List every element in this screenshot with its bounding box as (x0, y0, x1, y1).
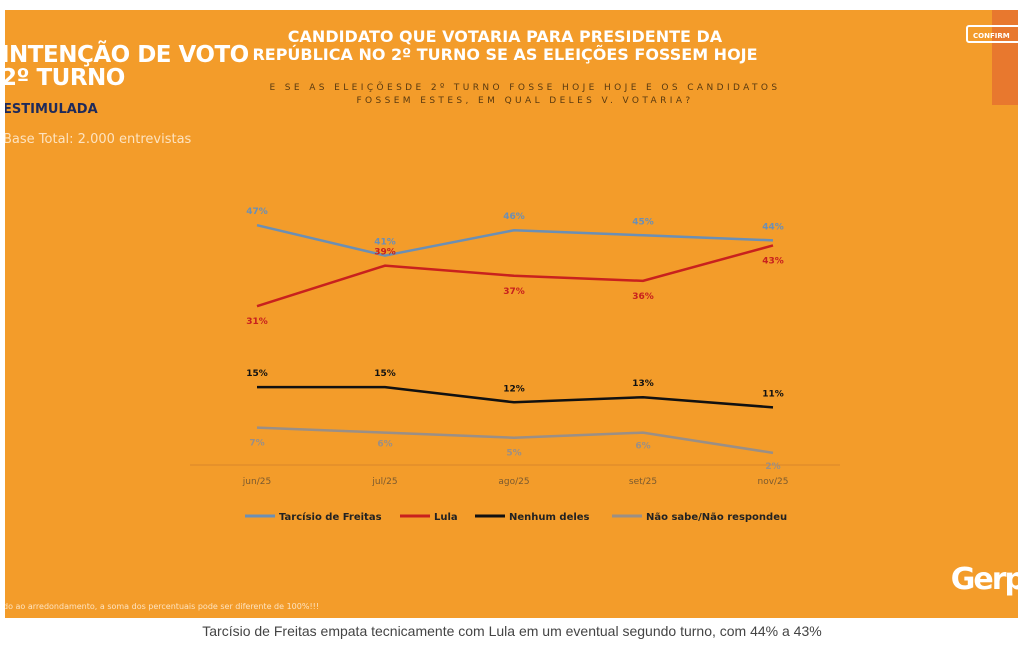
data-label: 5% (506, 449, 521, 459)
data-label: 11% (762, 389, 784, 399)
data-label: 13% (632, 379, 654, 389)
data-label: 36% (632, 292, 654, 302)
data-label: 39% (374, 248, 396, 258)
series-line-1 (256, 244, 774, 308)
data-label: 31% (246, 317, 268, 327)
x-tick-label: jul/25 (371, 477, 397, 487)
data-label: 12% (503, 384, 525, 394)
series-line-2 (257, 385, 774, 409)
legend-label: Não sabe/Não respondeu (646, 512, 787, 523)
slide: INTENÇÃO DE VOTO 2º TURNO ESTIMULADA Base… (5, 10, 1018, 618)
series-line-0 (256, 223, 774, 257)
data-label: 41% (374, 238, 396, 248)
data-label: 46% (503, 212, 525, 222)
legend-label: Tarcísio de Freitas (279, 511, 382, 523)
question-line2: FOSSEM ESTES, EM QUAL DELES V. VOTARIA? (356, 96, 694, 106)
x-tick-label: nov/25 (757, 477, 788, 487)
main-title: INTENÇÃO DE VOTO 2º TURNO (5, 44, 249, 90)
data-label: 47% (246, 207, 268, 217)
data-label: 44% (762, 222, 784, 232)
x-tick-label: jun/25 (242, 477, 271, 487)
main-title-line2: 2º TURNO (5, 65, 125, 91)
data-label: 6% (635, 442, 650, 452)
gerp-logo: Gerp (950, 562, 1018, 597)
footnote: do ao arredondamento, a soma dos percent… (5, 602, 320, 611)
data-label: 37% (503, 287, 525, 297)
data-label: 45% (632, 217, 654, 227)
x-tick-label: ago/25 (498, 477, 529, 487)
data-label: 2% (765, 462, 780, 472)
legend-label: Lula (434, 512, 458, 523)
hand-pressing-confirm-icon: CONFIRM (966, 25, 1022, 43)
survey-type: ESTIMULADA (5, 102, 98, 117)
data-label: 15% (374, 369, 396, 379)
title-line1: CANDIDATO QUE VOTARIA PARA PRESIDENTE DA (287, 27, 723, 46)
chart-title: CANDIDATO QUE VOTARIA PARA PRESIDENTE DA… (235, 28, 775, 64)
question-line1: E SE AS ELEIÇÕESDE 2º TURNO FOSSE HOJE H… (269, 83, 781, 93)
sample-base: Base Total: 2.000 entrevistas (5, 132, 192, 147)
data-label: 15% (246, 369, 268, 379)
data-label: 6% (377, 440, 392, 450)
series-line-3 (256, 426, 774, 455)
data-label: 43% (762, 256, 784, 266)
legend-label: Nenhum deles (509, 512, 590, 523)
main-title-line1: INTENÇÃO DE VOTO (5, 42, 249, 68)
caption: Tarcísio de Freitas empata tecnicamente … (202, 623, 822, 639)
data-label: 7% (249, 439, 264, 449)
title-line2: REPÚBLICA NO 2º TURNO SE AS ELEIÇÕES FOS… (252, 45, 758, 64)
x-tick-label: set/25 (629, 477, 657, 487)
question-text: E SE AS ELEIÇÕESDE 2º TURNO FOSSE HOJE H… (205, 82, 845, 108)
